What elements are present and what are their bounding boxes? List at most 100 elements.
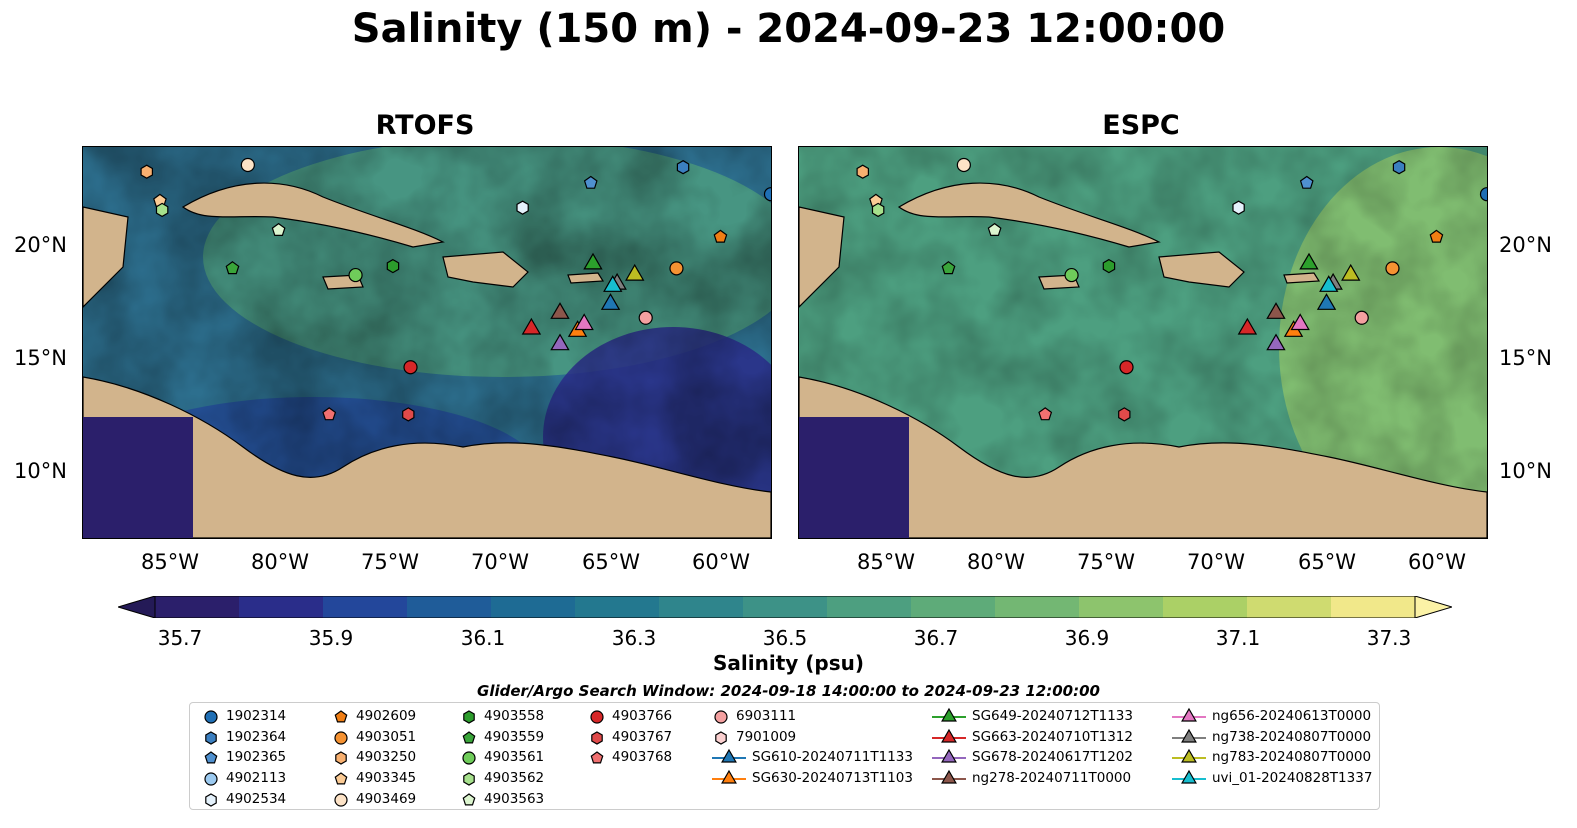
rtofs-marker-4903563[interactable] <box>271 222 286 237</box>
espc-marker-ng656-20240613T0000[interactable] <box>1290 313 1310 331</box>
legend-marker-symbol[interactable] <box>590 751 604 764</box>
rtofs-marker-ng783-20240807T0000[interactable] <box>625 263 645 281</box>
espc-marker-4903469[interactable] <box>956 157 971 173</box>
rtofs-marker-uvi_01-20240828T1337[interactable] <box>603 275 623 292</box>
rtofs-marker-SG649-20240712T1133[interactable] <box>583 252 603 270</box>
rtofs-marker-ng656-20240613T0000[interactable] <box>574 313 594 331</box>
rtofs-float-markers[interactable] <box>140 157 772 422</box>
rtofs-marker-4903768[interactable] <box>322 407 337 421</box>
legend-marker-symbol[interactable] <box>590 710 604 724</box>
legend-marker-symbol[interactable] <box>204 710 218 724</box>
rtofs-marker-4903767[interactable] <box>402 407 415 422</box>
colorbar-segments <box>118 596 1452 618</box>
legend-item-4903768: 4903768 <box>588 747 672 767</box>
legend-marker-symbol[interactable] <box>591 730 603 745</box>
legend-marker-symbol[interactable] <box>1181 728 1197 743</box>
legend-item-4902113: 4902113 <box>202 768 286 788</box>
lon-tick-60w-espc: 60°W <box>1408 550 1466 574</box>
espc-marker-4903562[interactable] <box>871 202 885 218</box>
espc-marker-SG678-20240617T1202[interactable] <box>1266 333 1286 351</box>
espc-marker-ng278-20240711T0000[interactable] <box>1266 302 1286 319</box>
legend-marker-symbol[interactable] <box>1181 749 1197 763</box>
rtofs-marker-4903562[interactable] <box>155 202 169 218</box>
espc-marker-4903768[interactable] <box>1038 407 1053 421</box>
colorbar <box>118 596 1452 618</box>
legend-marker-symbol[interactable] <box>715 730 727 745</box>
rtofs-marker-SG663-20240710T1312[interactable] <box>521 317 542 335</box>
espc-marker-SG663-20240710T1312[interactable] <box>1237 317 1258 335</box>
espc-marker-1902364[interactable] <box>1392 160 1406 175</box>
espc-marker-ng783-20240807T0000[interactable] <box>1341 263 1361 281</box>
colorbar-tick-36-7: 36.7 <box>913 626 959 650</box>
rtofs-marker-4903250[interactable] <box>140 164 154 179</box>
espc-float-markers[interactable] <box>856 157 1488 422</box>
espc-marker-1902314[interactable] <box>1479 187 1488 202</box>
legend-marker-triangle-icon <box>932 769 966 784</box>
legend-marker-circle-icon <box>590 710 604 724</box>
espc-marker-SG649-20240712T1133[interactable] <box>1299 252 1319 270</box>
rtofs-marker-4903766[interactable] <box>403 360 418 375</box>
legend-marker-symbol[interactable] <box>462 793 476 806</box>
legend-marker-triangle-icon <box>712 749 746 763</box>
legend-marker-symbol[interactable] <box>334 731 348 745</box>
rtofs-marker-SG610-20240711T1133[interactable] <box>600 293 621 310</box>
espc-marker-4903561[interactable] <box>1064 267 1079 283</box>
legend-marker-symbol[interactable] <box>1181 707 1197 722</box>
legend-marker-hexagon-icon <box>463 772 475 786</box>
espc-marker-4903558[interactable] <box>1102 258 1116 274</box>
rtofs-marker-1902364[interactable] <box>676 160 690 175</box>
legend-marker-symbol[interactable] <box>721 749 737 763</box>
rtofs-marker-1902365[interactable] <box>583 175 598 189</box>
legend-marker-symbol[interactable] <box>335 751 347 766</box>
legend-marker-symbol[interactable] <box>334 772 348 785</box>
legend-marker-circle-icon <box>462 751 476 765</box>
espc-marker-4903766[interactable] <box>1119 360 1134 375</box>
legend-marker-symbol[interactable] <box>334 710 348 723</box>
legend-item-4903558: 4903558 <box>460 706 544 726</box>
legend-marker-symbol[interactable] <box>205 730 217 745</box>
legend-label: 4902534 <box>226 790 287 807</box>
rtofs-marker-4903051[interactable] <box>669 261 684 276</box>
espc-marker-4903559[interactable] <box>941 261 956 275</box>
legend-marker-pentagon-icon <box>204 751 218 764</box>
legend-marker-symbol[interactable] <box>463 772 475 786</box>
rtofs-marker-6903111[interactable] <box>638 310 653 325</box>
espc-marker-4903767[interactable] <box>1118 407 1131 422</box>
espc-marker-6903111[interactable] <box>1354 310 1369 325</box>
espc-marker-4903051[interactable] <box>1385 261 1400 276</box>
rtofs-marker-4902609[interactable] <box>713 229 728 243</box>
rtofs-marker-4903558[interactable] <box>386 258 400 274</box>
legend-label: 6903111 <box>736 708 797 724</box>
legend-marker-symbol[interactable] <box>941 707 957 722</box>
espc-marker-uvi_01-20240828T1337[interactable] <box>1319 275 1339 292</box>
legend-label: 4903768 <box>612 749 673 766</box>
legend-marker-symbol[interactable] <box>334 793 348 807</box>
legend-marker-symbol[interactable] <box>462 751 476 765</box>
rtofs-marker-ng278-20240711T0000[interactable] <box>550 302 570 319</box>
legend-marker-symbol[interactable] <box>721 769 737 784</box>
rtofs-marker-4903561[interactable] <box>348 267 363 283</box>
rtofs-map-panel[interactable] <box>82 146 772 539</box>
rtofs-marker-4902534[interactable] <box>516 200 529 215</box>
rtofs-marker-SG678-20240617T1202[interactable] <box>550 333 570 351</box>
espc-marker-4903250[interactable] <box>856 164 870 179</box>
legend-marker-symbol[interactable] <box>1181 769 1197 784</box>
legend-marker-symbol[interactable] <box>941 749 957 763</box>
legend-marker-symbol[interactable] <box>204 751 218 764</box>
legend-marker-symbol[interactable] <box>204 772 218 786</box>
rtofs-marker-4903559[interactable] <box>225 261 240 275</box>
espc-map-panel[interactable] <box>798 146 1488 539</box>
espc-marker-SG610-20240711T1133[interactable] <box>1316 293 1337 310</box>
espc-marker-4902609[interactable] <box>1429 229 1444 243</box>
rtofs-marker-4903469[interactable] <box>240 157 255 173</box>
legend-marker-symbol[interactable] <box>941 769 957 784</box>
legend-marker-symbol[interactable] <box>714 710 728 724</box>
espc-marker-4902534[interactable] <box>1232 200 1245 215</box>
legend-marker-symbol[interactable] <box>462 730 476 744</box>
rtofs-marker-1902314[interactable] <box>763 187 772 202</box>
legend-marker-symbol[interactable] <box>463 710 475 724</box>
legend-marker-symbol[interactable] <box>941 728 957 743</box>
espc-marker-1902365[interactable] <box>1299 175 1314 189</box>
legend-marker-symbol[interactable] <box>205 793 217 807</box>
espc-marker-4903563[interactable] <box>987 222 1002 237</box>
